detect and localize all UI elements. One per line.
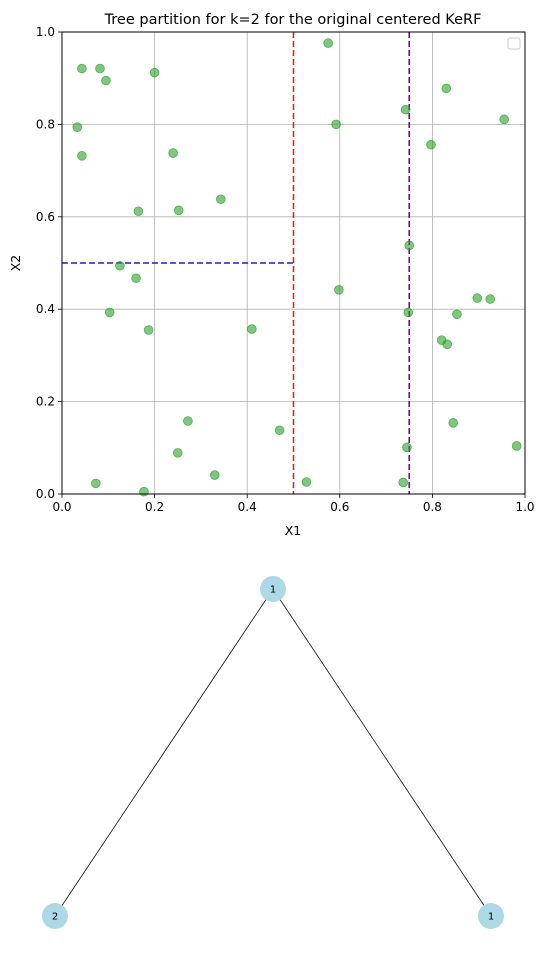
data-point [331,119,341,130]
data-point [274,425,285,436]
data-point [72,122,83,132]
data-point [398,477,409,488]
data-point [400,104,411,115]
tree-node-label: 1 [270,585,276,596]
x-tick-label: 1.0 [515,500,534,514]
data-point [448,418,459,428]
data-point [95,63,105,74]
axis-ticks: 0.0 0.2 0.4 0.6 0.8 1.0 0.0 0.2 0.4 0.6 0.8 1.0 [36,25,535,514]
legend-box [507,37,521,50]
data-point [301,477,312,487]
data-point [149,67,160,78]
data-point [404,240,415,251]
data-point [139,486,149,497]
x-tick-label: 0.0 [52,500,71,514]
y-tick-label: 0.4 [36,302,55,316]
x-tick-label: 0.4 [238,500,257,514]
data-point [452,309,462,320]
data-point [334,284,344,295]
data-point [77,151,87,161]
tree-diagram: 1 2 1 [42,576,504,929]
y-tick-label: 0.2 [36,395,55,409]
y-tick-label: 0.8 [36,117,55,131]
data-point [247,324,257,334]
tree-edge [54,588,274,917]
data-point [115,260,125,271]
tree-node-label: 1 [488,912,494,923]
data-point [172,448,183,458]
data-point [168,148,178,158]
data-point [101,75,111,86]
data-point [323,38,334,48]
x-tick-label: 0.8 [423,500,442,514]
data-point [173,205,184,216]
x-tick-label: 0.2 [145,500,164,514]
tree-node-root [260,576,286,602]
data-point [426,139,436,150]
y-axis-label: X2 [8,255,23,272]
tree-node-left [42,903,68,929]
data-point [441,83,452,94]
data-point [90,478,101,489]
data-point [402,442,412,453]
data-point [143,325,154,335]
x-axis-label: X1 [285,523,302,538]
tree-node-label: 2 [52,912,58,923]
data-point [104,307,115,318]
data-point [472,293,483,303]
data-point [131,273,141,284]
y-tick-label: 1.0 [36,25,55,39]
data-point [77,63,87,74]
tree-node-right [478,903,504,929]
x-tick-label: 0.6 [330,500,349,514]
data-point [442,339,453,350]
data-point [209,470,220,480]
tree-edge [272,588,492,917]
y-tick-label: 0.0 [36,487,55,501]
chart-title: Tree partition for k=2 for the original … [104,12,482,28]
data-point [216,194,226,205]
data-point [511,441,522,451]
data-point [485,294,496,304]
data-point [133,206,144,217]
y-tick-label: 0.6 [36,210,55,224]
plot-frame [61,31,526,495]
data-point [183,416,193,426]
data-point [499,114,509,125]
data-point [403,307,414,318]
